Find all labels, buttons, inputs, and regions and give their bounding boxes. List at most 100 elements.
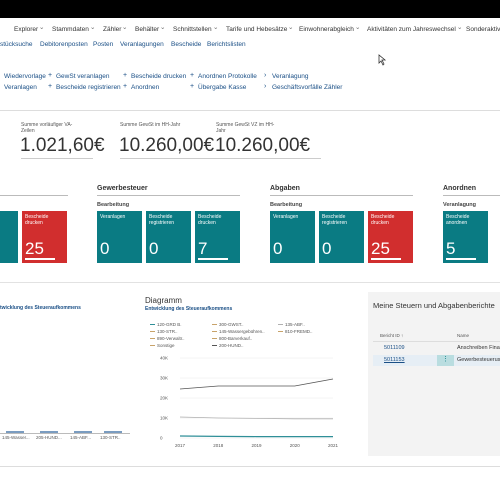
sub-nav-item[interactable]: Bescheide: [171, 41, 202, 48]
report-panel: [368, 292, 500, 456]
left-bar: [74, 431, 92, 433]
report-title[interactable]: Meine Steuern und Abgabenberichte: [373, 301, 495, 310]
tile-value: 0: [149, 239, 159, 258]
row-highlight: [373, 355, 500, 366]
group-line: [443, 195, 500, 196]
action-icon: +: [48, 83, 53, 90]
bottom-line: [0, 466, 500, 467]
action-icon: ›: [264, 72, 267, 79]
series-line: [179, 416, 333, 420]
action[interactable]: Wiedervorlage: [4, 73, 46, 80]
tiles-sep: [0, 282, 500, 283]
kpi-label: Summe GewSt im HH-Jahr: [120, 122, 181, 128]
line-chart: 0 10K 20K 30K 40K 2017 2018 2019 2020 2021: [160, 356, 339, 449]
cursor: [378, 54, 387, 66]
group-line: [270, 195, 413, 196]
x-tick-label: 2020: [290, 443, 301, 448]
action-icon: +: [190, 72, 195, 79]
action[interactable]: Bescheide drucken: [131, 73, 187, 80]
kpi-label: Summe vorläufiger VA-Zeilen: [21, 122, 73, 134]
x-tick-label: 2017: [175, 443, 186, 448]
chevron: ⌄: [160, 24, 166, 31]
action[interactable]: Geschäftsvorfälle Zähler: [272, 84, 343, 91]
action[interactable]: Veranlagen: [4, 84, 37, 91]
tile[interactable]: [270, 211, 315, 263]
nav-item[interactable]: Zähler: [103, 26, 122, 33]
action[interactable]: Anordnen Protokolle: [198, 73, 257, 80]
kpi-value[interactable]: 10.260,00€: [119, 135, 215, 156]
legend-swatch: [150, 345, 155, 346]
tile[interactable]: [443, 211, 488, 263]
legend-entry: 120-GRD B.: [157, 322, 182, 327]
sub-nav-item[interactable]: Berichtslisten: [207, 41, 246, 48]
tile-label: Bescheide drucken: [198, 214, 222, 226]
nav-item[interactable]: Einwohnerabgleich: [299, 26, 354, 33]
sub-nav-item[interactable]: Veranlagungen: [120, 41, 164, 48]
report-name: Gewerbesteuerus...: [457, 357, 500, 363]
tile-value: 0: [100, 239, 110, 258]
tile-label: Bescheide drucken: [371, 214, 395, 226]
report-name: Anschreiben Finan...: [457, 345, 500, 351]
report-header: Bericht ID ↑: [380, 333, 404, 338]
nav-item[interactable]: Sonderaktivi: [466, 26, 500, 33]
y-tick-label: 0: [160, 436, 163, 441]
kpi-underline: [21, 158, 93, 159]
tile-label: Bescheide drucken: [25, 214, 49, 226]
legend-swatch: [212, 345, 217, 346]
tile[interactable]: [146, 211, 191, 263]
kpi-underline: [216, 158, 321, 159]
kpi-value[interactable]: 10.260,00€: [215, 135, 311, 156]
action[interactable]: Anordnen: [131, 84, 160, 91]
row-menu[interactable]: ⋮: [437, 355, 454, 366]
left-x-label: 145-Wasser...: [2, 435, 30, 440]
tile-partial: [0, 211, 18, 263]
nav-item[interactable]: Aktivitäten zum Jahreswechsel: [367, 26, 456, 33]
sub-nav-item[interactable]: Posten: [93, 41, 114, 48]
sub-nav-item[interactable]: stücksuche: [0, 41, 33, 48]
nav-item[interactable]: Stammdaten: [52, 26, 89, 33]
sub-nav-item[interactable]: Debitorenposten: [40, 41, 88, 48]
x-tick-label: 2018: [213, 443, 224, 448]
legend-swatch: [150, 338, 155, 339]
chevron: ⌄: [90, 24, 96, 31]
tile[interactable]: [97, 211, 142, 263]
tile-label: Bescheide registrieren: [149, 214, 175, 226]
tile-label: Veranlagen: [273, 214, 299, 220]
report-id[interactable]: 5011109: [384, 345, 405, 351]
action-icon: +: [123, 72, 128, 79]
action[interactable]: Bescheide registrieren: [56, 84, 121, 91]
tile[interactable]: [22, 211, 67, 263]
action[interactable]: Übergabe Kasse: [198, 84, 247, 91]
group-title[interactable]: Gewerbesteuer: [97, 185, 148, 192]
tile[interactable]: [368, 211, 413, 263]
tile[interactable]: [195, 211, 240, 263]
nav-item[interactable]: Tarife und Hebesätze: [226, 26, 288, 33]
group-title[interactable]: Anordnen: [443, 185, 477, 192]
nav-item[interactable]: Behälter: [135, 26, 160, 33]
action-icon: +: [48, 72, 53, 79]
legend-swatch: [278, 324, 283, 325]
action[interactable]: Veranlagung: [272, 73, 309, 80]
top-bar: [0, 0, 500, 18]
chevron: ⌄: [122, 24, 128, 31]
group-title[interactable]: Abgaben: [270, 185, 300, 192]
tile[interactable]: [319, 211, 364, 263]
chart-heading[interactable]: Diagramm: [145, 296, 182, 305]
left-x-label: 130-STR..: [100, 435, 121, 440]
tile-value: 0: [322, 239, 332, 258]
legend-swatch: [212, 338, 217, 339]
report-id[interactable]: 5011153: [384, 357, 405, 363]
group-subtitle: Veranlagung: [443, 202, 477, 208]
legend-entry: 135-ABF..: [285, 322, 305, 327]
left-bar: [6, 431, 24, 433]
chart-title: Entwicklung des Steueraufkommens: [145, 306, 233, 312]
nav-item[interactable]: Schnittstellen: [173, 26, 212, 33]
action[interactable]: GewSt veranlagen: [56, 73, 110, 80]
legend-entry: Sonstige: [157, 343, 175, 348]
tile-label: Bescheide anordnen: [446, 214, 470, 226]
action-icon: +: [190, 83, 195, 90]
nav-item[interactable]: Explorer: [14, 26, 39, 33]
chevron: ⌄: [39, 24, 45, 31]
kpi-value[interactable]: 1.021,60€: [20, 135, 105, 156]
